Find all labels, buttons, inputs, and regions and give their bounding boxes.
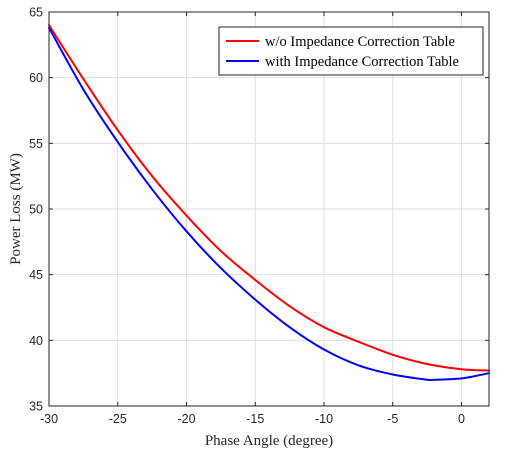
legend-box [218,26,484,76]
y-tick-label: 60 [29,71,43,85]
x-tick-label: -20 [177,412,195,426]
legend-entry-1: w/o Impedance Correction Table [265,34,455,50]
legend-entry-2: with Impedance Correction Table [265,54,459,70]
y-tick-label: 40 [29,334,43,348]
series-line-2 [48,26,490,382]
y-tick-label: 45 [29,268,43,282]
x-axis-label: Phase Angle (degree) [205,433,333,449]
plot-series [48,24,490,382]
y-tick-label: 50 [29,203,43,217]
x-tick-label: -25 [109,412,127,426]
y-axis-label: Power Loss (MW) [8,153,24,265]
series-line-1 [48,24,490,372]
x-tick-label: -10 [315,412,333,426]
x-tick-label: -30 [40,412,58,426]
x-tick-label: 0 [458,412,465,426]
legend: w/o Impedance Correction Table with Imped… [218,26,484,76]
axis-ticks: -30 -25 -20 -15 -10 -5 0 35 40 45 50 55 60 65 [29,6,489,426]
y-tick-label: 65 [29,6,43,20]
x-tick-label: -15 [246,412,264,426]
y-tick-label: 35 [29,400,43,414]
x-tick-label: -5 [387,412,398,426]
y-tick-label: 55 [29,137,43,151]
